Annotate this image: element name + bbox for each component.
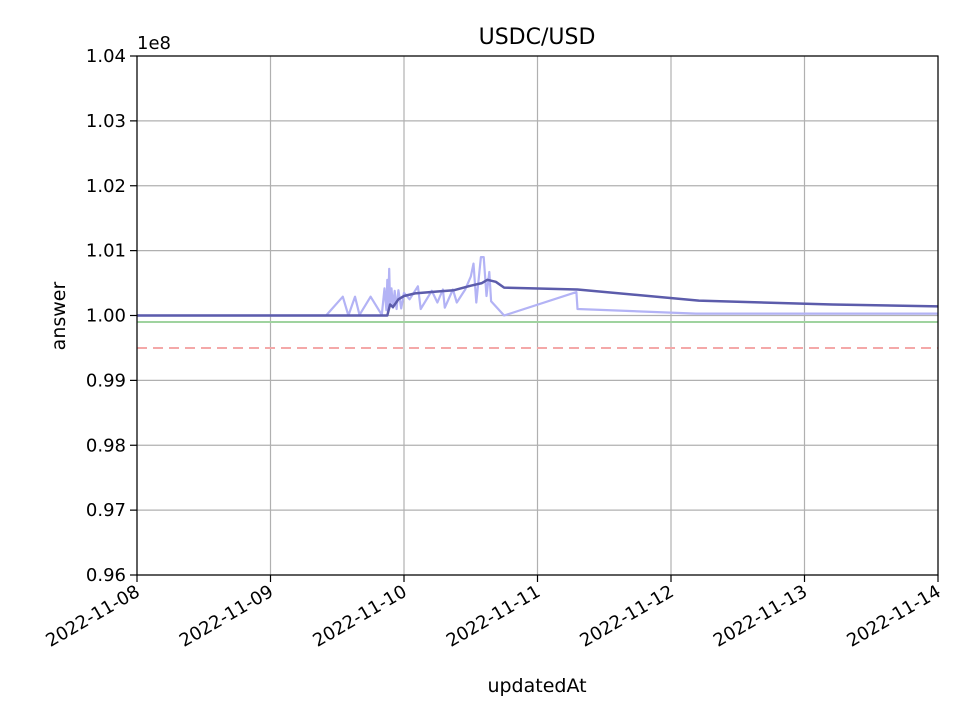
y-axis-ticks: 0.96 0.97 0.98 0.99 1.00 1.01 1.02 1.03 1.04 <box>86 46 137 586</box>
y-tick-label: 1.02 <box>86 176 126 197</box>
y-tick-label: 0.99 <box>86 370 126 391</box>
y-tick-label: 1.04 <box>86 46 126 67</box>
series-line-2 <box>137 278 939 317</box>
y-tick-label: 1.00 <box>86 306 126 327</box>
y-tick-label: 0.96 <box>86 565 126 586</box>
y-axis-label: answer <box>48 281 70 350</box>
x-axis-label: updatedAt <box>487 675 586 697</box>
y-offset-label: 1e8 <box>137 33 171 54</box>
y-tick-label: 1.01 <box>86 241 126 262</box>
chart-title: USDC/USD <box>479 25 596 50</box>
y-tick-label: 0.98 <box>86 435 126 456</box>
y-tick-label: 1.03 <box>86 111 126 132</box>
y-tick-label: 0.97 <box>86 500 126 521</box>
reference-lines <box>137 320 938 349</box>
series-lines <box>137 256 939 317</box>
